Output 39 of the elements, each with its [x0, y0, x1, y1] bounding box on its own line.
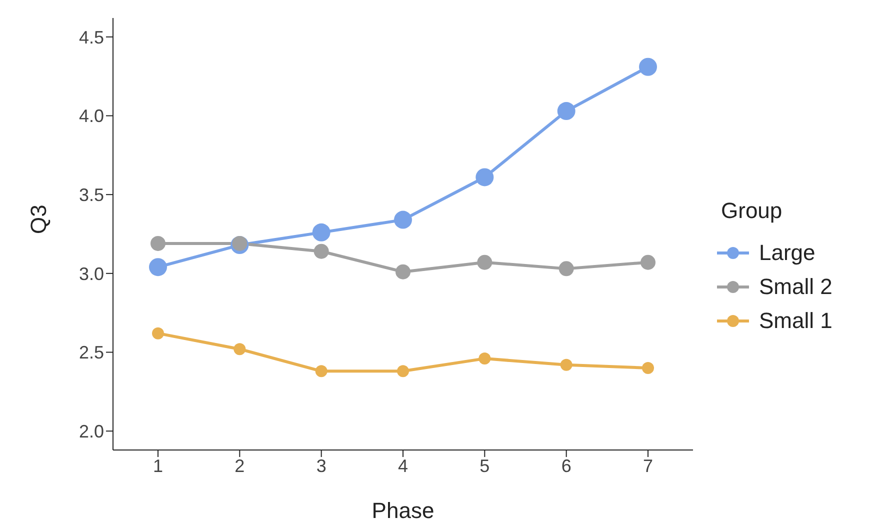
point [152, 327, 164, 340]
point [396, 264, 410, 280]
point [312, 223, 330, 242]
legend-title: Group [721, 198, 784, 224]
point [560, 358, 572, 371]
x-tick-label: 5 [480, 456, 490, 476]
point [234, 343, 246, 356]
point [557, 102, 576, 120]
x-tick-label: 4 [398, 456, 408, 476]
y-tick-label: 2.5 [78, 342, 104, 363]
x-tick-label: 1 [152, 456, 164, 476]
y-tick-label: 4.0 [78, 106, 104, 126]
point [150, 236, 166, 251]
point [397, 365, 409, 378]
y-tick-label: 3.5 [78, 184, 104, 205]
legend-label: Small 1 [759, 307, 832, 335]
x-tick-label: 3 [316, 456, 326, 476]
point [394, 210, 412, 229]
y-tick-label: 2.0 [78, 421, 104, 442]
point [149, 258, 167, 276]
point [639, 58, 657, 76]
point [315, 365, 328, 378]
point [558, 261, 574, 276]
y-axis-title: Q3 [26, 204, 51, 234]
point [477, 254, 492, 270]
x-tick-label: 2 [234, 456, 245, 476]
point [314, 244, 329, 259]
x-axis-title: Phase [372, 498, 434, 523]
y-tick-label: 4.5 [78, 27, 104, 48]
y-tick-label: 3.0 [78, 264, 104, 284]
x-tick-label: 6 [561, 456, 572, 476]
point [478, 352, 491, 365]
legend-label: Large [759, 239, 816, 267]
point [476, 168, 494, 186]
point [640, 254, 656, 270]
point [232, 236, 248, 251]
point [642, 362, 654, 374]
x-tick-label: 7 [642, 456, 654, 476]
legend-label: Small 2 [759, 273, 832, 301]
